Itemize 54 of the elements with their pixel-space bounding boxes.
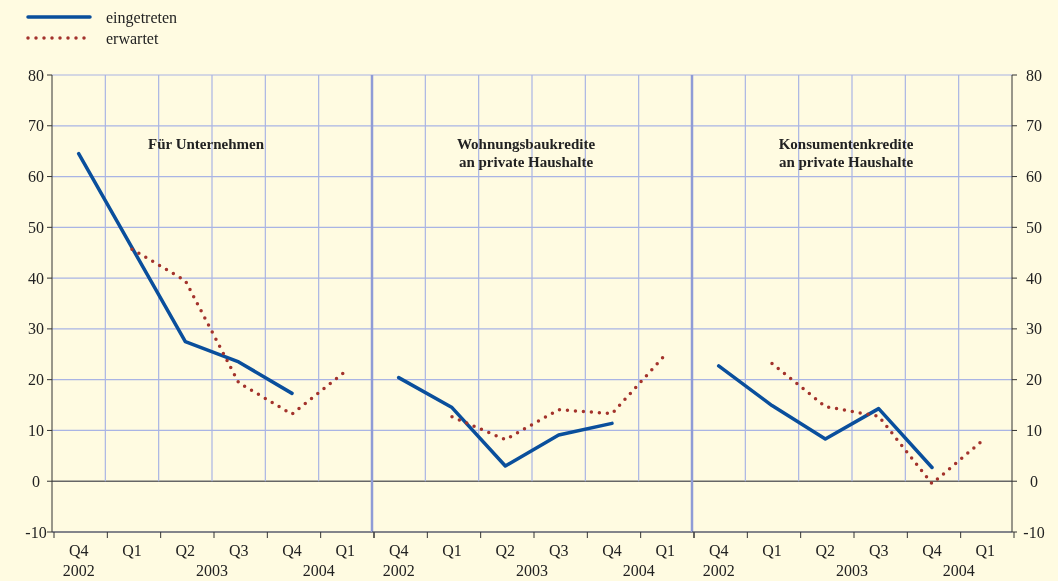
x-tick-label: Q4 xyxy=(922,542,942,559)
y-tick-label: 60 xyxy=(28,168,44,186)
y-tick-label: 50 xyxy=(28,218,44,236)
legend-label: eingetreten xyxy=(106,8,178,27)
x-tick-label: Q4 xyxy=(68,542,89,559)
y-tick-label: -10 xyxy=(25,523,47,541)
legend-label: erwartet xyxy=(106,29,159,47)
x-tick-label: Q1 xyxy=(655,542,676,559)
x-tick-label: Q4 xyxy=(708,542,729,559)
x-tick-label: Q4 xyxy=(282,542,302,559)
x-tick-label: Q1 xyxy=(975,542,996,559)
y-tick-label: 30 xyxy=(1026,320,1042,338)
x-tick-label: Q1 xyxy=(122,542,142,559)
line-series xyxy=(716,364,934,470)
text: 2002 xyxy=(382,562,415,579)
x-tick-label: Q2 xyxy=(175,542,196,559)
x-tick-label: Q3 xyxy=(868,542,889,559)
text: 2002 xyxy=(702,562,735,579)
x-tick-label: Q4 xyxy=(388,542,409,559)
x-tick-label: Q3 xyxy=(548,542,569,559)
y-tick-label: 10 xyxy=(1026,422,1042,440)
y-tick-label: 70 xyxy=(28,117,44,135)
text: 2004 xyxy=(302,562,335,579)
x-tick-label: Q1 xyxy=(442,542,462,559)
y-tick-label: 80 xyxy=(1026,66,1042,84)
y-tick-label: 50 xyxy=(1026,218,1042,236)
y-tick-label: 20 xyxy=(1026,371,1042,389)
y-tick-label: 10 xyxy=(28,422,44,440)
x-tick-label: Q1 xyxy=(335,542,356,559)
text: Für Unternehmen xyxy=(148,136,265,152)
x-tick-label: Q2 xyxy=(815,542,836,559)
text: 2003 xyxy=(836,562,868,579)
y-tick-label: 0 xyxy=(32,472,40,490)
y-tick-label: 80 xyxy=(28,66,44,84)
text: Konsumentenkredite an private Haushalte xyxy=(778,136,914,170)
y-tick-label: -10 xyxy=(1023,523,1045,541)
text: 2004 xyxy=(942,562,975,579)
x-tick-label: Q3 xyxy=(228,542,249,559)
x-tick-label: Q4 xyxy=(602,542,622,559)
text: Wohnungsbaukredite an private Haushalte xyxy=(456,136,596,170)
text: 2002 xyxy=(62,562,95,579)
x-tick-label: Q2 xyxy=(495,542,516,559)
text: 2004 xyxy=(622,562,655,579)
y-tick-label: 20 xyxy=(28,371,44,389)
x-tick-label: Q1 xyxy=(762,542,782,559)
y-tick-label: 40 xyxy=(28,269,44,287)
line-series xyxy=(76,151,294,396)
y-tick-label: 0 xyxy=(1030,472,1038,490)
y-tick-label: 40 xyxy=(1026,269,1042,287)
y-tick-label: 60 xyxy=(1026,168,1042,186)
y-tick-label: 30 xyxy=(28,320,44,338)
text: 2003 xyxy=(196,562,228,579)
y-tick-label: 70 xyxy=(1026,117,1042,135)
text: 2003 xyxy=(516,562,548,579)
